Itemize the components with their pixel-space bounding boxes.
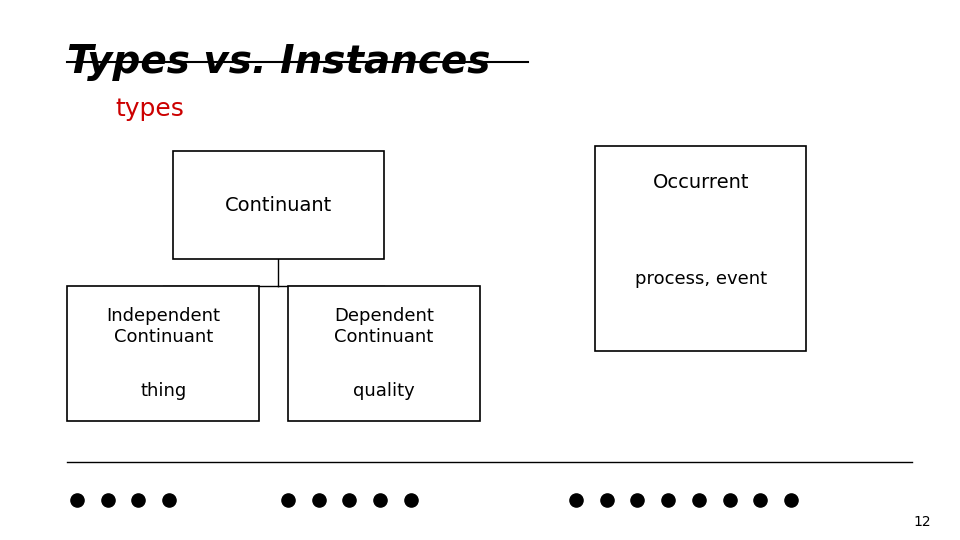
FancyBboxPatch shape	[173, 151, 384, 259]
Point	[599, 495, 614, 504]
Text: types: types	[115, 97, 184, 121]
Point	[568, 495, 584, 504]
FancyBboxPatch shape	[288, 286, 480, 421]
Point	[69, 495, 84, 504]
FancyBboxPatch shape	[67, 286, 259, 421]
Text: process, event: process, event	[635, 270, 767, 288]
Point	[372, 495, 388, 504]
Point	[100, 495, 115, 504]
Point	[753, 495, 768, 504]
Text: Types vs. Instances: Types vs. Instances	[67, 43, 491, 81]
Text: quality: quality	[353, 382, 415, 401]
Point	[783, 495, 799, 504]
Point	[630, 495, 645, 504]
Text: 12: 12	[914, 515, 931, 529]
Point	[161, 495, 177, 504]
FancyBboxPatch shape	[595, 146, 806, 351]
Point	[403, 495, 419, 504]
Text: Occurrent: Occurrent	[653, 173, 749, 192]
Point	[342, 495, 357, 504]
Point	[131, 495, 146, 504]
Point	[691, 495, 707, 504]
Point	[311, 495, 326, 504]
Text: Independent
Continuant: Independent Continuant	[107, 307, 220, 346]
Text: Continuant: Continuant	[225, 195, 332, 215]
Point	[660, 495, 676, 504]
Text: thing: thing	[140, 382, 186, 401]
Point	[280, 495, 296, 504]
Point	[722, 495, 737, 504]
Text: Dependent
Continuant: Dependent Continuant	[334, 307, 434, 346]
